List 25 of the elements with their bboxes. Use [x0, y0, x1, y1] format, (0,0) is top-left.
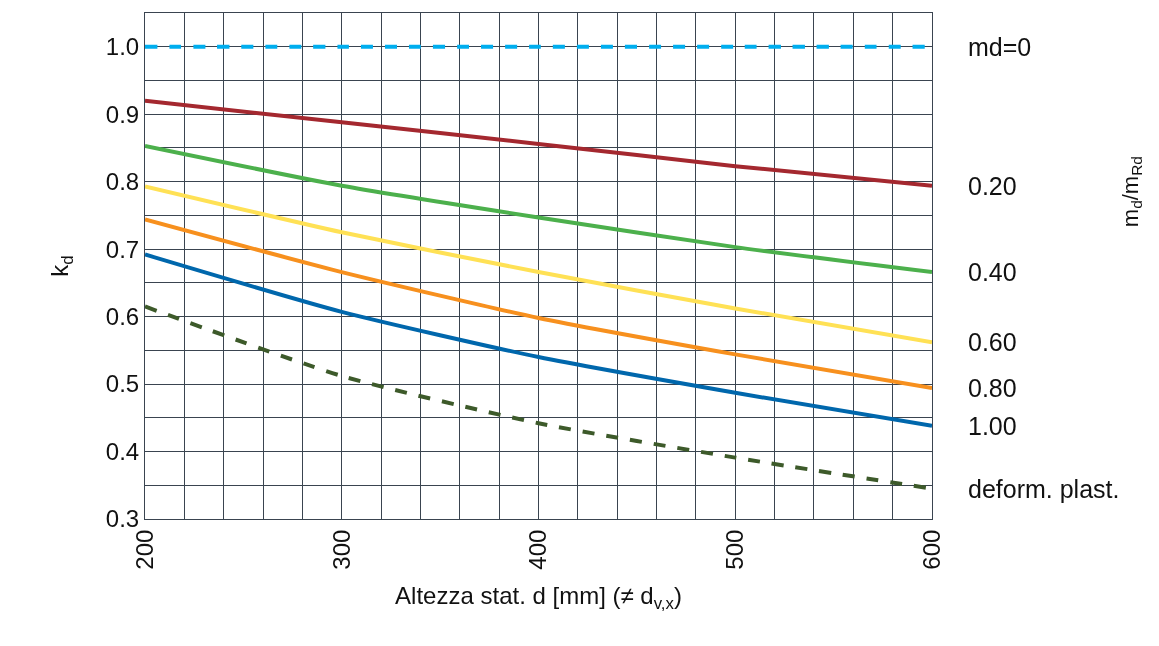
- series-label: deform. plast.: [968, 475, 1120, 503]
- series-label: 0.60: [968, 328, 1017, 356]
- y-tick-label: 0.5: [105, 370, 140, 398]
- y-tick-label: 1.0: [105, 33, 140, 61]
- series-label: 0.40: [968, 258, 1017, 286]
- x-tick-label: 600: [917, 529, 945, 570]
- line-series: [145, 252, 932, 428]
- line-series: [145, 184, 932, 345]
- series-label: 1.00: [968, 412, 1017, 440]
- x-tick-label: 300: [327, 529, 355, 570]
- x-tick-label: 200: [130, 529, 158, 570]
- line-series: [145, 98, 932, 188]
- line-series: [145, 143, 932, 275]
- y-tick-label: 0.8: [105, 168, 140, 196]
- series-label: md=0: [968, 33, 1032, 61]
- y-tick-label: 0.9: [105, 100, 140, 128]
- series-label: 0.80: [968, 374, 1017, 402]
- y-tick-label: 0.7: [105, 235, 140, 263]
- x-tick-label: 500: [721, 529, 749, 570]
- y-tick-label: 0.6: [105, 303, 140, 330]
- y-tick-label: 0.4: [105, 437, 140, 465]
- line-series: [145, 217, 932, 391]
- series-label: 0.20: [968, 172, 1017, 200]
- x-tick-label: 400: [524, 529, 552, 570]
- x-axis-title: Altezza stat. d [mm] (≠ d$_{v,x}$): [395, 581, 682, 613]
